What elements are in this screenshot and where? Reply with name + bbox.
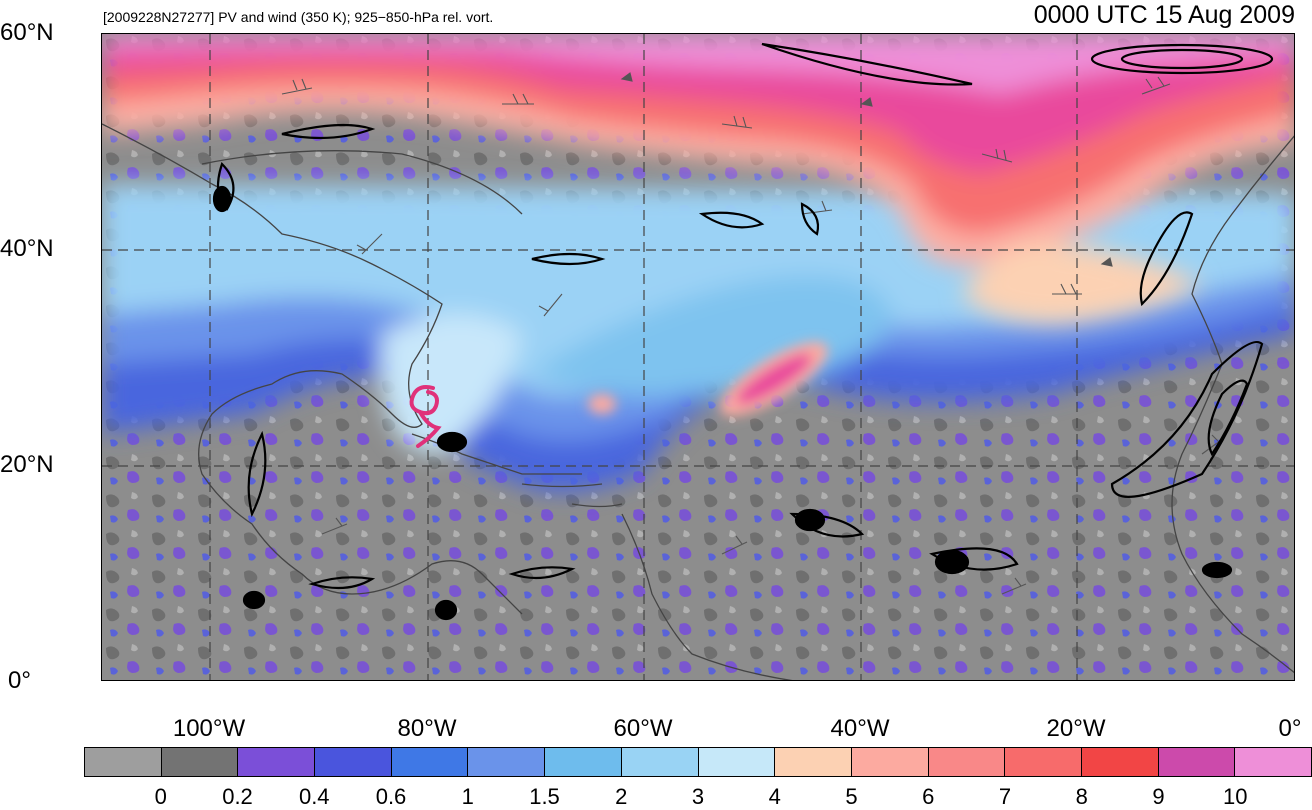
colorbar-segment	[1235, 748, 1311, 776]
lat-label-20n: 20°N	[0, 451, 54, 478]
map-panel	[101, 33, 1295, 681]
colorbar-tick-label: 4	[768, 784, 781, 809]
colorbar-segment	[1158, 748, 1236, 776]
colorbar-segment	[161, 748, 239, 776]
wind-barbs	[281, 72, 1225, 595]
graticule	[102, 34, 1294, 680]
colorbar-segment	[775, 748, 852, 776]
colorbar-segment	[545, 748, 622, 776]
colorbar-segment	[1005, 748, 1082, 776]
colorbar-tick-label: 3	[691, 784, 705, 809]
colorbar-tick-label: 0	[154, 784, 167, 809]
colorbar-segment	[468, 748, 546, 776]
colorbar-tick-label: 0.6	[375, 784, 407, 809]
colorbar-tick-label: 7	[998, 784, 1012, 809]
colorbar-tick-label: 2	[615, 784, 628, 809]
pv-streamer	[588, 342, 828, 416]
colorbar-tick-label: 10	[1223, 784, 1248, 809]
coastlines	[102, 123, 1294, 680]
colorbar-tick-label: 6	[922, 784, 935, 809]
colorbar-tick-label: 0.4	[298, 784, 330, 809]
colorbar	[84, 747, 1312, 777]
lon-label-80w: 80°W	[397, 715, 457, 742]
colorbar-segment	[621, 748, 699, 776]
colorbar-tick-label: 0.2	[222, 784, 253, 809]
colorbar-segment	[698, 748, 776, 776]
colorbar-segment	[238, 748, 316, 776]
colorbar-segment	[391, 748, 469, 776]
colorbar-segment	[851, 748, 929, 776]
map-subtitle: [2009228N27277] PV and wind (350 K); 925…	[103, 9, 494, 25]
colorbar-segment	[85, 748, 162, 776]
lon-label-40w: 40°W	[830, 715, 890, 742]
colorbar-segment	[1081, 748, 1159, 776]
colorbar-segment	[928, 748, 1006, 776]
lon-label-100w: 100°W	[172, 715, 246, 742]
lon-label-20w: 20°W	[1046, 715, 1106, 742]
high-pv-band	[102, 34, 1294, 324]
colorbar-tick-label: 1.5	[529, 784, 560, 809]
lat-label-60n: 60°N	[0, 19, 54, 46]
colorbar-tick-label: 1	[461, 784, 474, 809]
colorbar-tick-label: 8	[1075, 784, 1088, 809]
lon-label-0: 0°	[1278, 715, 1302, 742]
lon-label-60w: 60°W	[613, 715, 673, 742]
map-canvas	[102, 34, 1294, 680]
tropical-cyclone-icon	[409, 385, 442, 448]
colorbar-tick-label: 9	[1152, 784, 1165, 809]
vorticity-contours	[212, 42, 1274, 621]
lat-label-40n: 40°N	[0, 235, 54, 262]
map-timestamp: 0000 UTC 15 Aug 2009	[1033, 1, 1295, 29]
lat-label-0: 0°	[8, 667, 31, 694]
colorbar-segment	[315, 748, 392, 776]
colorbar-tick-label: 5	[845, 784, 858, 809]
